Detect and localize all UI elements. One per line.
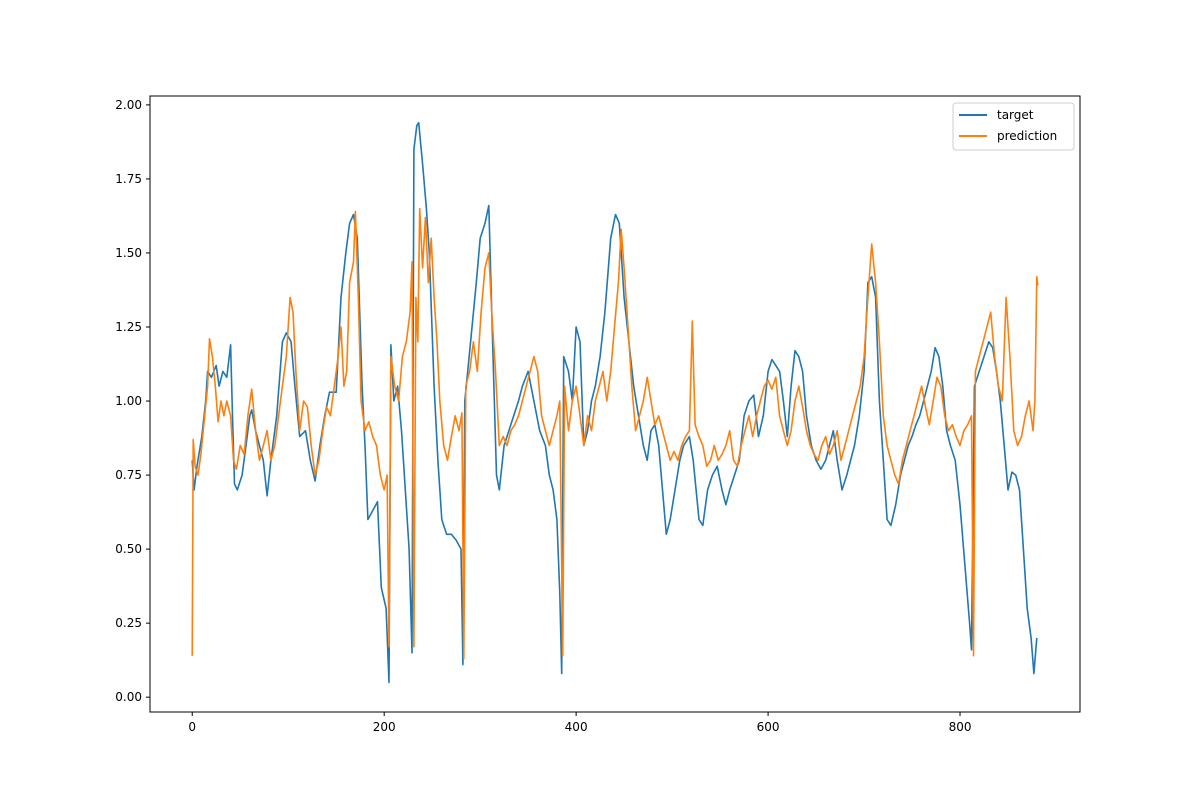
y-tick-label: 1.25 <box>115 320 142 334</box>
x-tick-label: 0 <box>188 720 196 734</box>
legend: target prediction <box>952 102 1075 151</box>
x-tick-label: 800 <box>949 720 972 734</box>
plot-area <box>191 121 1039 684</box>
legend-label-target: target <box>997 108 1034 122</box>
y-tick-label: 0.50 <box>115 542 142 556</box>
x-tick-label: 600 <box>757 720 780 734</box>
series-line-target <box>191 121 1038 684</box>
series-line-prediction <box>191 207 1039 660</box>
legend-label-prediction: prediction <box>997 129 1057 143</box>
x-tick-label: 400 <box>565 720 588 734</box>
y-tick-label: 1.75 <box>115 172 142 186</box>
y-axis: 0.00 0.25 0.50 0.75 1.00 1.25 1.50 1.75 2.00 <box>115 98 150 704</box>
y-tick-label: 1.50 <box>115 246 142 260</box>
y-tick-label: 2.00 <box>115 98 142 112</box>
y-tick-label: 0.25 <box>115 616 142 630</box>
y-tick-label: 0.00 <box>115 690 142 704</box>
y-tick-label: 0.75 <box>115 468 142 482</box>
x-axis: 0 200 400 600 800 <box>188 712 971 734</box>
x-tick-label: 200 <box>373 720 396 734</box>
y-tick-label: 1.00 <box>115 394 142 408</box>
axes-frame <box>149 95 1081 713</box>
